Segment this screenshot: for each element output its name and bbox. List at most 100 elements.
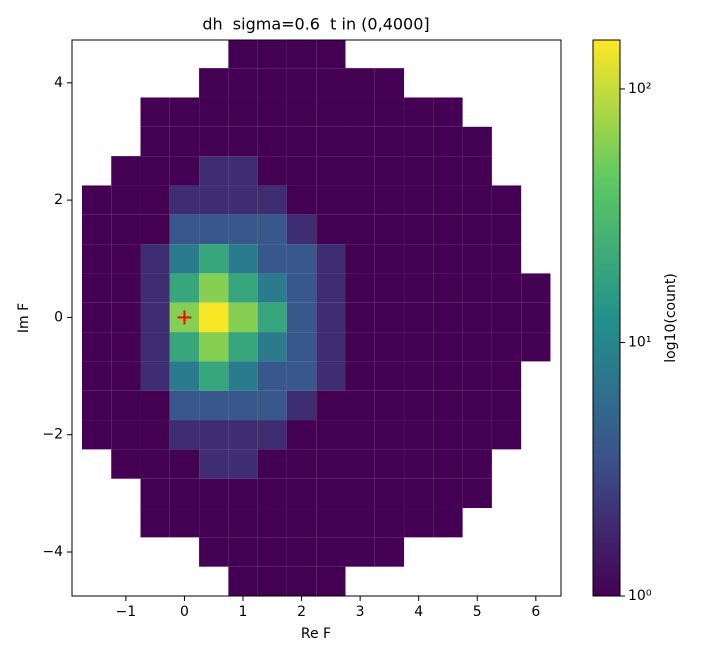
bin <box>316 332 346 362</box>
bin <box>433 449 463 479</box>
bin <box>286 478 317 509</box>
bin <box>228 537 258 567</box>
bin <box>316 126 346 157</box>
bin <box>228 566 258 596</box>
bin <box>316 214 346 245</box>
bin <box>199 273 229 303</box>
bin <box>286 566 317 596</box>
bin <box>169 508 200 538</box>
bin <box>491 420 522 450</box>
bin <box>228 420 258 450</box>
bin <box>433 244 463 274</box>
bin <box>462 185 492 215</box>
bin <box>345 449 375 479</box>
bin <box>199 537 229 567</box>
bin <box>286 302 317 333</box>
bin <box>140 361 170 391</box>
bin <box>521 273 551 303</box>
bin <box>111 390 141 421</box>
bin <box>404 126 434 157</box>
bin <box>257 214 287 245</box>
bin <box>257 244 287 274</box>
bin <box>374 68 405 98</box>
bin <box>316 244 346 274</box>
bin <box>286 390 317 421</box>
bin <box>374 361 405 391</box>
bin <box>286 244 317 274</box>
bin <box>81 302 112 333</box>
bin <box>404 508 434 538</box>
bin <box>345 420 375 450</box>
bin <box>140 244 170 274</box>
bin <box>316 302 346 333</box>
bin <box>169 185 200 215</box>
x-axis-label: Re F <box>301 626 331 642</box>
bin <box>228 244 258 274</box>
x-tick-label: 2 <box>297 604 306 620</box>
bin <box>199 508 229 538</box>
bin <box>257 185 287 215</box>
bin <box>81 185 112 215</box>
bin <box>199 126 229 157</box>
bin <box>111 361 141 391</box>
bin <box>199 156 229 186</box>
bin <box>462 390 492 421</box>
bin <box>286 126 317 157</box>
x-tick-label: −1 <box>116 604 137 620</box>
bin <box>433 97 463 127</box>
bin <box>169 156 200 186</box>
bin <box>286 40 317 69</box>
bin <box>228 68 258 98</box>
bin <box>228 214 258 245</box>
bin <box>433 508 463 538</box>
bin <box>257 68 287 98</box>
bin <box>257 40 287 69</box>
bin <box>140 508 170 538</box>
bin <box>81 214 112 245</box>
bin <box>199 449 229 479</box>
bin <box>286 185 317 215</box>
bin <box>81 273 112 303</box>
y-tick-label: 0 <box>54 309 63 325</box>
bin <box>286 97 317 127</box>
bin <box>257 156 287 186</box>
bin <box>345 68 375 98</box>
bin <box>199 390 229 421</box>
bin <box>169 273 200 303</box>
bin <box>491 185 522 215</box>
bin <box>81 420 112 450</box>
bin <box>316 185 346 215</box>
bin <box>316 273 346 303</box>
bin <box>404 185 434 215</box>
bin <box>286 537 317 567</box>
x-tick-label: 3 <box>356 604 365 620</box>
bin <box>228 185 258 215</box>
bin <box>462 273 492 303</box>
bin <box>169 420 200 450</box>
bin <box>345 126 375 157</box>
bin <box>521 332 551 362</box>
bin <box>199 420 229 450</box>
bin <box>169 244 200 274</box>
bin <box>491 390 522 421</box>
bin <box>433 332 463 362</box>
bin <box>433 361 463 391</box>
bin <box>286 361 317 391</box>
bin <box>404 420 434 450</box>
bin <box>257 449 287 479</box>
x-tick-label: 4 <box>414 604 423 620</box>
bin <box>169 332 200 362</box>
bin <box>433 156 463 186</box>
bin <box>169 361 200 391</box>
bin <box>374 244 405 274</box>
bin <box>345 185 375 215</box>
bin <box>257 420 287 450</box>
bin <box>228 478 258 509</box>
bin <box>169 214 200 245</box>
bin <box>316 566 346 596</box>
bin <box>228 508 258 538</box>
bin <box>374 97 405 127</box>
bin <box>111 273 141 303</box>
bin <box>257 332 287 362</box>
bin <box>257 97 287 127</box>
